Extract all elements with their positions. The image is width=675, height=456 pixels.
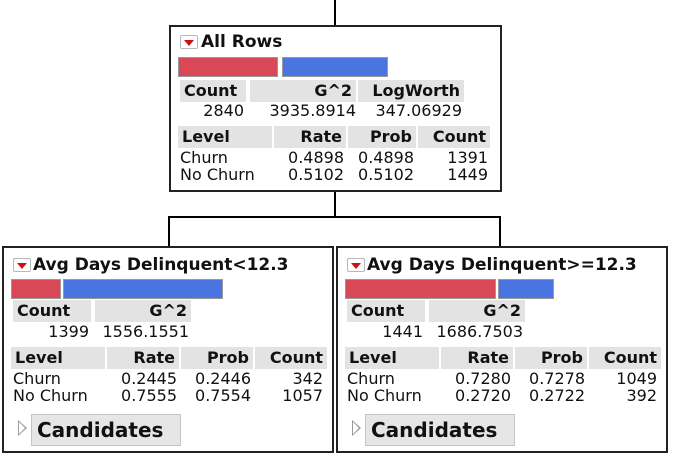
connector-horizontal	[168, 216, 501, 218]
row-churn-count: 342	[292, 369, 323, 388]
node-menu-triangle-icon[interactable]	[347, 258, 365, 272]
node-title: All Rows	[201, 32, 283, 52]
summary-header-count: Count	[13, 300, 91, 322]
row-churn-prob: 0.4898	[358, 148, 414, 167]
row-churn-rate: 0.4898	[288, 148, 344, 167]
no-churn-bar	[282, 57, 388, 77]
row-churn-level: Churn	[13, 369, 61, 388]
row-nochurn-count: 392	[626, 386, 657, 405]
level-header-prob: Prob	[181, 347, 253, 369]
level-header-count: Count	[255, 347, 327, 369]
node-left-split: Avg Days Delinquent<12.3 Count G^2 1399 …	[2, 246, 334, 453]
row-churn-count: 1049	[616, 369, 657, 388]
connector-root-down	[334, 191, 336, 217]
summary-header-count: Count	[180, 80, 246, 102]
row-nochurn-prob: 0.2722	[529, 386, 585, 405]
level-header-rate: Rate	[274, 126, 346, 148]
connector-left-down	[168, 216, 170, 247]
level-header-count: Count	[589, 347, 661, 369]
row-churn-prob: 0.2446	[195, 369, 251, 388]
summary-logworth: 347.06929	[375, 101, 462, 120]
summary-g2: 1686.7503	[436, 322, 523, 341]
level-header-level: Level	[178, 126, 272, 148]
candidates-disclosure-icon[interactable]	[352, 420, 361, 436]
summary-g2: 3935.8914	[269, 101, 356, 120]
row-nochurn-level: No Churn	[180, 165, 255, 184]
node-title: Avg Days Delinquent<12.3	[33, 255, 289, 275]
connector-top	[334, 0, 336, 26]
churn-bar	[345, 279, 496, 299]
row-churn-count: 1391	[447, 148, 488, 167]
candidates-button[interactable]: Candidates	[365, 414, 515, 446]
connector-right-down	[499, 216, 501, 247]
row-nochurn-prob: 0.5102	[358, 165, 414, 184]
level-header-rate: Rate	[441, 347, 513, 369]
node-menu-triangle-icon[interactable]	[13, 258, 31, 272]
summary-count: 1441	[382, 322, 423, 341]
node-right-split: Avg Days Delinquent>=12.3 Count G^2 1441…	[336, 246, 668, 453]
level-header-level: Level	[11, 347, 105, 369]
row-nochurn-level: No Churn	[347, 386, 422, 405]
row-nochurn-rate: 0.5102	[288, 165, 344, 184]
no-churn-bar	[63, 279, 223, 299]
node-menu-triangle-icon[interactable]	[180, 35, 198, 49]
summary-count: 1399	[48, 322, 89, 341]
churn-bar	[178, 57, 278, 77]
row-nochurn-prob: 0.7554	[195, 386, 251, 405]
row-nochurn-count: 1449	[447, 165, 488, 184]
node-all-rows: All Rows Count G^2 LogWorth 2840 3935.89…	[169, 25, 502, 192]
row-churn-rate: 0.2445	[121, 369, 177, 388]
candidates-button[interactable]: Candidates	[31, 414, 181, 446]
summary-header-logworth: LogWorth	[358, 80, 464, 102]
row-nochurn-rate: 0.7555	[121, 386, 177, 405]
node-title: Avg Days Delinquent>=12.3	[367, 255, 637, 275]
summary-header-g2: G^2	[95, 300, 191, 322]
no-churn-bar	[498, 279, 554, 299]
summary-count: 2840	[203, 101, 244, 120]
summary-header-count: Count	[347, 300, 425, 322]
row-churn-prob: 0.7278	[529, 369, 585, 388]
level-header-count: Count	[418, 126, 490, 148]
churn-bar	[11, 279, 61, 299]
row-nochurn-level: No Churn	[13, 386, 88, 405]
summary-header-g2: G^2	[429, 300, 525, 322]
row-churn-level: Churn	[180, 148, 228, 167]
level-header-level: Level	[345, 347, 439, 369]
row-nochurn-rate: 0.2720	[455, 386, 511, 405]
summary-g2: 1556.1551	[102, 322, 189, 341]
summary-header-g2: G^2	[250, 80, 356, 102]
row-churn-rate: 0.7280	[455, 369, 511, 388]
level-header-prob: Prob	[515, 347, 587, 369]
level-header-prob: Prob	[348, 126, 416, 148]
candidates-disclosure-icon[interactable]	[18, 420, 27, 436]
row-churn-level: Churn	[347, 369, 395, 388]
row-nochurn-count: 1057	[282, 386, 323, 405]
level-header-rate: Rate	[107, 347, 179, 369]
